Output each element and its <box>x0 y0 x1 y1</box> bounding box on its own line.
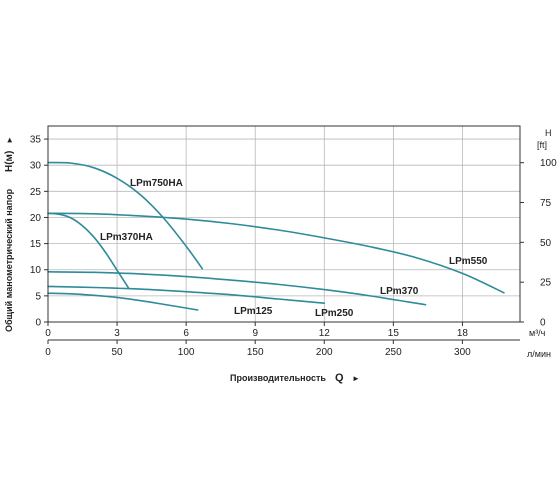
y-left-tick-label: 20 <box>30 213 42 224</box>
grid <box>48 126 520 322</box>
x-top-tick-label: 9 <box>252 328 258 339</box>
x-bottom-tick-label: 150 <box>247 347 264 358</box>
curve-lpm750ha <box>47 161 204 270</box>
y-axis-title-label: Общий манометрический напор <box>4 188 14 332</box>
y-right-tick-label: 50 <box>540 238 552 249</box>
pump-curves <box>47 161 505 311</box>
y-axis-title: Общий манометрический напор H(м) ► <box>4 136 15 332</box>
curve-label-lpm125: LPm125 <box>234 306 273 317</box>
x-top-tick-label: 0 <box>45 328 51 339</box>
x-bottom-tick-label: 250 <box>385 347 402 358</box>
y-right-tick-label: 75 <box>540 198 552 209</box>
x-bottom-tick-label: 300 <box>454 347 471 358</box>
x-top-tick-label: 12 <box>319 328 331 339</box>
y-left-tick-label: 15 <box>30 239 42 250</box>
curve-label-lpm370: LPm370 <box>380 286 419 297</box>
y-axis-title-arrow: ► <box>5 136 14 144</box>
plot-frame <box>47 125 521 323</box>
x-top-tick-label: 15 <box>388 328 400 339</box>
y-right-tick-label: 0 <box>540 318 546 329</box>
axes <box>44 125 524 344</box>
y-left-tick-label: 35 <box>30 135 42 146</box>
x-top-tick-label: 18 <box>457 328 469 339</box>
top-x-axis-unit: м³/ч <box>529 328 546 338</box>
x-axis-title: Производительность Q ► <box>230 372 360 384</box>
x-bottom-tick-label: 200 <box>316 347 333 358</box>
x-top-tick-label: 6 <box>183 328 189 339</box>
x-top-tick-label: 3 <box>114 328 120 339</box>
right-axis-symbol: H <box>545 128 552 138</box>
y-left-tick-label: 10 <box>30 265 42 276</box>
y-left-tick-label: 30 <box>30 161 42 172</box>
x-axis-title-label: Производительность <box>230 373 326 383</box>
curve-label-lpm370ha: LPm370HA <box>100 232 153 243</box>
bottom-x-axis-unit: л/мин <box>527 349 551 359</box>
curve-lpm370ha <box>47 212 130 289</box>
x-axis-title-arrow: ► <box>352 374 360 383</box>
y-left-tick-label: 5 <box>35 291 41 302</box>
x-bottom-tick-label: 100 <box>178 347 195 358</box>
x-bottom-tick-label: 0 <box>45 347 51 358</box>
curve-label-lpm550: LPm550 <box>449 256 488 267</box>
y-axis-title-symbol: H(м) <box>4 151 15 172</box>
x-axis-title-symbol: Q <box>335 372 344 384</box>
curve-lpm550 <box>47 212 505 294</box>
curve-lpm250 <box>47 285 326 304</box>
y-left-tick-label: 0 <box>35 318 41 329</box>
curve-label-lpm250: LPm250 <box>315 308 354 319</box>
y-right-tick-label: 100 <box>540 158 557 169</box>
x-bottom-tick-label: 50 <box>112 347 124 358</box>
y-right-tick-label: 25 <box>540 278 552 289</box>
right-axis-unit: [ft] <box>537 140 547 150</box>
curve-lpm125 <box>47 292 199 311</box>
curve-lpm370 <box>47 271 427 306</box>
curve-label-lpm750ha: LPm750HA <box>130 178 183 189</box>
y-left-tick-label: 25 <box>30 187 42 198</box>
